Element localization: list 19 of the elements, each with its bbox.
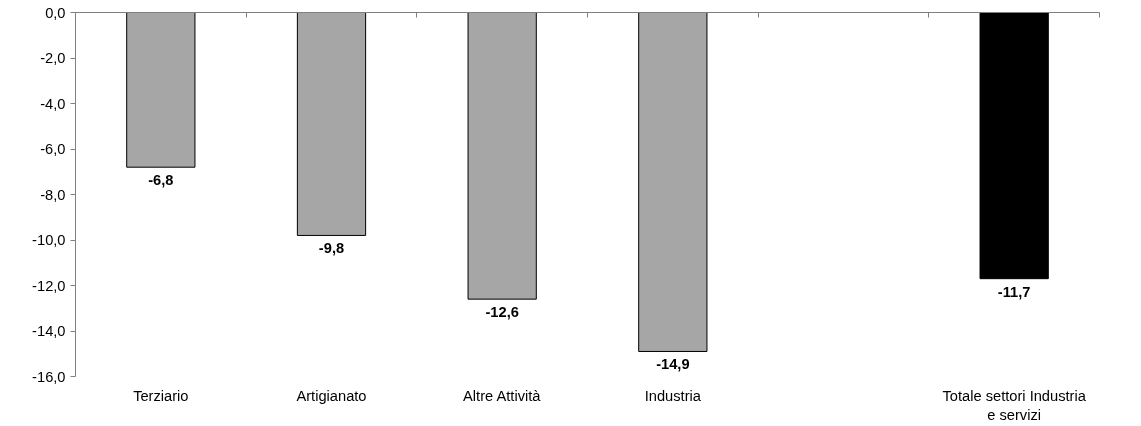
y-tick-label: -6,0 [40, 141, 66, 157]
x-tick-label: Altre Attività [463, 387, 542, 404]
y-tick-label: 0,0 [45, 4, 66, 21]
data-label: -14,9 [656, 356, 690, 373]
y-tick-label: -4,0 [40, 95, 66, 112]
y-tick-label: -2,0 [40, 50, 66, 66]
data-label: -12,6 [485, 304, 519, 321]
data-label: -11,7 [997, 283, 1031, 300]
x-tick-label: Industria [644, 387, 702, 404]
x-tick-label: Artigianato [296, 387, 367, 404]
y-tick-label: -14,0 [32, 323, 66, 339]
y-tick-label: -12,0 [32, 277, 66, 294]
y-tick-label: -8,0 [40, 186, 66, 203]
y-tick-label: -16,0 [32, 368, 66, 385]
data-label: -6,8 [148, 172, 174, 189]
y-tick-label: -10,0 [32, 232, 66, 248]
x-tick-label: Totale settori Industria e servizi [942, 387, 1087, 423]
data-label: -9,8 [318, 240, 345, 257]
x-tick-label: Terziario [133, 387, 189, 404]
